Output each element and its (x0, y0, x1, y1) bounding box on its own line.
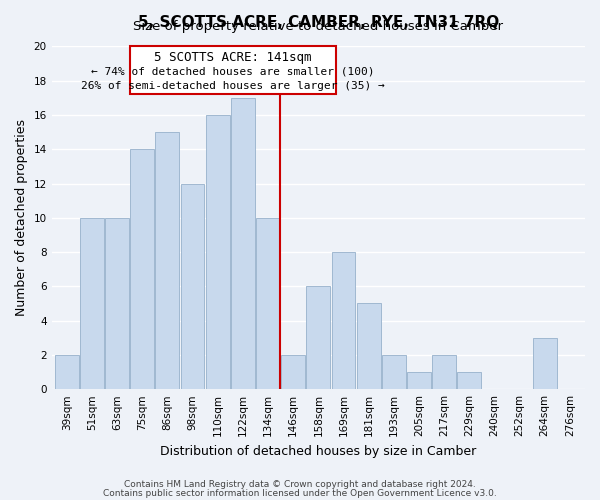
Text: Contains HM Land Registry data © Crown copyright and database right 2024.: Contains HM Land Registry data © Crown c… (124, 480, 476, 489)
Text: Size of property relative to detached houses in Camber: Size of property relative to detached ho… (133, 20, 503, 32)
Bar (281, 355, 305, 389)
Bar (382, 355, 406, 389)
Title: 5, SCOTTS ACRE, CAMBER, RYE, TN31 7RQ: 5, SCOTTS ACRE, CAMBER, RYE, TN31 7RQ (138, 15, 499, 30)
X-axis label: Distribution of detached houses by size in Camber: Distribution of detached houses by size … (160, 444, 476, 458)
Bar (105, 218, 129, 389)
Text: 26% of semi-detached houses are larger (35) →: 26% of semi-detached houses are larger (… (81, 81, 385, 91)
Y-axis label: Number of detached properties: Number of detached properties (15, 120, 28, 316)
Bar (407, 372, 431, 389)
Bar (231, 98, 255, 389)
Bar (181, 184, 205, 389)
Bar (206, 115, 230, 389)
Bar (332, 252, 355, 389)
Text: ← 74% of detached houses are smaller (100): ← 74% of detached houses are smaller (10… (91, 66, 374, 76)
Bar (533, 338, 557, 389)
Bar (307, 286, 330, 389)
Bar (130, 150, 154, 389)
Bar (457, 372, 481, 389)
Text: Contains public sector information licensed under the Open Government Licence v3: Contains public sector information licen… (103, 488, 497, 498)
Bar (356, 304, 380, 389)
Bar (155, 132, 179, 389)
FancyBboxPatch shape (130, 46, 336, 94)
Bar (80, 218, 104, 389)
Text: 5 SCOTTS ACRE: 141sqm: 5 SCOTTS ACRE: 141sqm (154, 50, 311, 64)
Bar (55, 355, 79, 389)
Bar (432, 355, 456, 389)
Bar (256, 218, 280, 389)
